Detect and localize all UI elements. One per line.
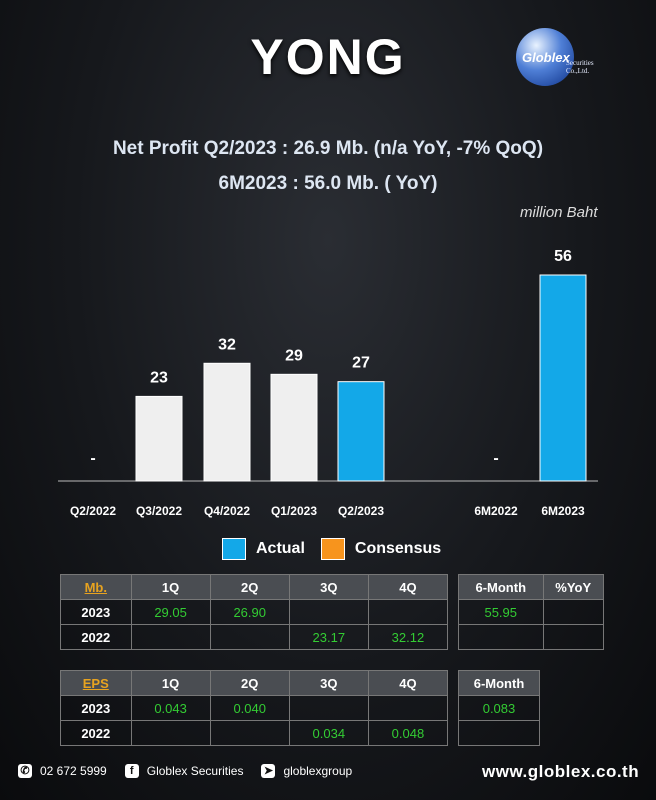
- data-label: 23: [150, 369, 168, 386]
- legend-actual-label: Actual: [256, 540, 305, 557]
- eps-col-4q: 4Q: [367, 670, 449, 696]
- telegram-icon: ➤: [261, 764, 276, 778]
- data-label: 27: [352, 355, 370, 372]
- table-row: 2022 23.17 32.12: [60, 624, 449, 650]
- eps-cell: 0.034: [288, 720, 369, 746]
- np-col-4q: 4Q: [367, 574, 449, 600]
- ticker-title: YONG: [250, 29, 406, 85]
- np-side-cell: [458, 624, 544, 650]
- np-cell: [130, 624, 211, 650]
- data-label: -: [90, 450, 95, 467]
- data-label: 56: [554, 248, 572, 265]
- eps-col-1q: 1Q: [130, 670, 211, 696]
- np-col-2q: 2Q: [209, 574, 290, 600]
- data-label: 29: [285, 347, 303, 364]
- np-col-1q: 1Q: [130, 574, 211, 600]
- data-label: -: [493, 450, 498, 467]
- np-col-yoy: %YoY: [542, 574, 604, 600]
- np-cell: [367, 599, 449, 625]
- eps-col-2q: 2Q: [209, 670, 290, 696]
- np-side-cell: [542, 624, 604, 650]
- headline-quarter: Net Profit Q2/2023 : 26.9 Mb. (n/a YoY, …: [112, 138, 544, 159]
- globlex-logo: Globlex Securities Co.,Ltd.: [516, 28, 604, 86]
- np-year-2023: 2023: [60, 599, 132, 625]
- unit-label: million Baht: [520, 204, 598, 221]
- table-row: 2022 0.034 0.048: [60, 720, 449, 746]
- np-col-3q: 3Q: [288, 574, 369, 600]
- x-tick-label: Q2/2022: [70, 504, 116, 518]
- np-cell: [209, 624, 290, 650]
- table-row: [458, 624, 604, 650]
- bar-6M2023: [539, 274, 587, 482]
- np-table-corner: Mb.: [60, 574, 132, 600]
- np-side-cell: [542, 599, 604, 625]
- np-cell: 26.90: [209, 599, 290, 625]
- eps-cell: 0.040: [209, 695, 290, 721]
- net-profit-chart: - Q2/2022 23 Q3/2022 32 Q4/2022 29 Q1/2023 27 Q2/…: [58, 248, 598, 518]
- footer-website[interactable]: www.globlex.co.th: [482, 762, 640, 781]
- np-col-6month: 6-Month: [458, 574, 544, 600]
- table-row: 2023 29.05 26.90: [60, 599, 449, 625]
- contact-footer: ✆ 02 672 5999 f Globlex Securities ➤ glo…: [18, 764, 352, 778]
- data-label: 32: [218, 336, 236, 353]
- bar-Q2/2023: [337, 381, 385, 482]
- legend-actual-swatch: [222, 538, 246, 560]
- x-tick-label: Q2/2023: [338, 504, 384, 518]
- x-tick-label: 6M2023: [541, 504, 585, 518]
- np-cell: 23.17: [288, 624, 369, 650]
- table-row: 55.95: [458, 599, 604, 625]
- x-tick-label: Q3/2022: [136, 504, 182, 518]
- table-row: 2023 0.043 0.040: [60, 695, 449, 721]
- eps-cell: [209, 720, 290, 746]
- eps-cell: 0.043: [130, 695, 211, 721]
- table-row: 0.083: [458, 695, 540, 721]
- bar-Q4/2022: [203, 362, 251, 482]
- eps-year-2023: 2023: [60, 695, 132, 721]
- net-profit-side-table: 6-Month %YoY 55.95: [458, 574, 604, 650]
- eps-side-cell: [458, 720, 540, 746]
- eps-cell: 0.048: [367, 720, 449, 746]
- eps-table-corner: EPS: [60, 670, 132, 696]
- eps-col-6month: 6-Month: [458, 670, 540, 696]
- np-side-cell: 55.95: [458, 599, 544, 625]
- eps-cell: [288, 695, 369, 721]
- np-cell: [288, 599, 369, 625]
- eps-table: EPS 1Q 2Q 3Q 4Q 2023 0.043 0.040 2022 0.…: [60, 670, 449, 746]
- headline-6m: 6M2023 : 56.0 Mb. ( YoY): [218, 173, 438, 194]
- eps-side-cell: 0.083: [458, 695, 540, 721]
- net-profit-table: Mb. 1Q 2Q 3Q 4Q 2023 29.05 26.90 2022 23…: [60, 574, 449, 650]
- bar-Q3/2022: [135, 395, 183, 482]
- footer-phone: 02 672 5999: [40, 764, 107, 778]
- x-tick-label: 6M2022: [474, 504, 518, 518]
- footer-facebook[interactable]: Globlex Securities: [146, 764, 244, 778]
- legend: Actual Consensus: [222, 538, 441, 560]
- x-tick-label: Q4/2022: [204, 504, 250, 518]
- np-year-2022: 2022: [60, 624, 132, 650]
- eps-cell: [130, 720, 211, 746]
- np-cell: 29.05: [130, 599, 211, 625]
- np-cell: 32.12: [367, 624, 449, 650]
- phone-icon: ✆: [18, 764, 32, 778]
- x-tick-label: Q1/2023: [271, 504, 317, 518]
- legend-consensus-label: Consensus: [354, 540, 442, 557]
- logo-globe-icon: [516, 28, 574, 86]
- eps-cell: [367, 695, 449, 721]
- footer-telegram[interactable]: globlexgroup: [283, 764, 353, 778]
- logo-sub: Securities Co.,Ltd.: [566, 59, 594, 75]
- legend-consensus-swatch: [320, 538, 345, 560]
- eps-year-2022: 2022: [60, 720, 132, 746]
- facebook-icon: f: [124, 764, 139, 778]
- logo-name: Globlex: [522, 50, 570, 65]
- table-row: [458, 720, 540, 746]
- eps-side-table: 6-Month 0.083: [458, 670, 540, 746]
- bar-Q1/2023: [270, 373, 318, 482]
- eps-col-3q: 3Q: [288, 670, 369, 696]
